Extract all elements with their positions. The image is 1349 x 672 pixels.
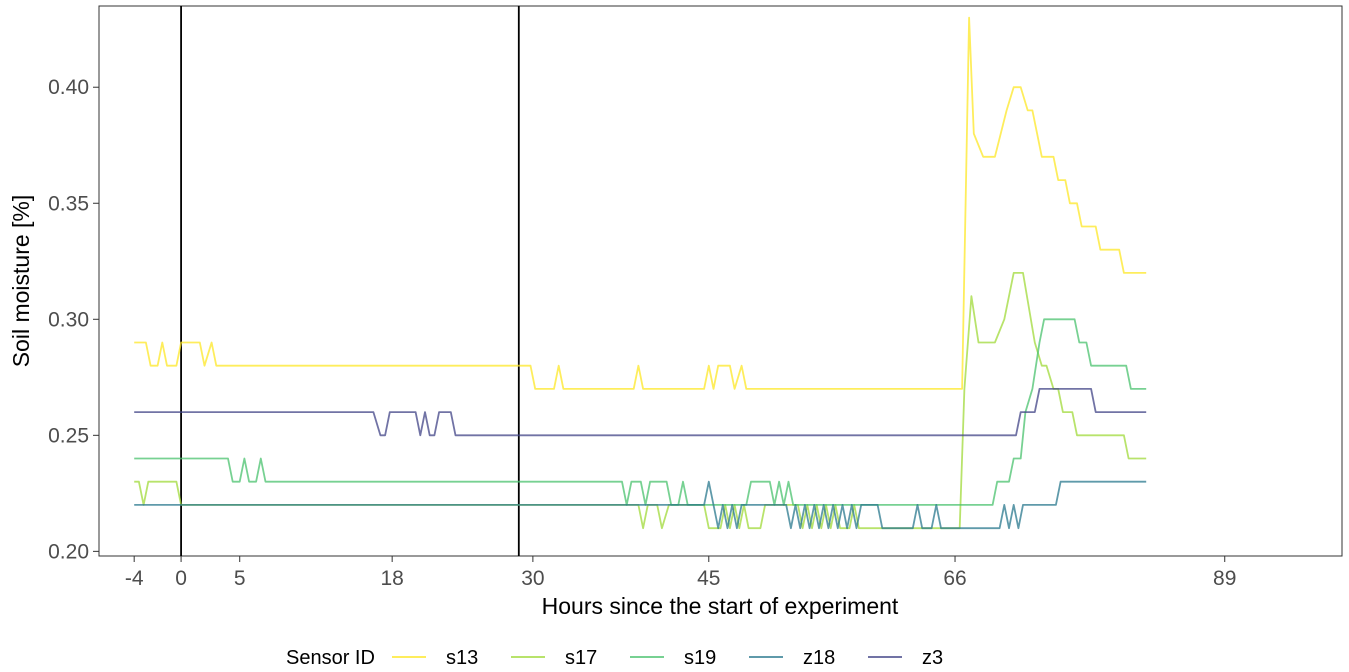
series-lines <box>134 16 1147 530</box>
y-tick-label: 0.25 <box>48 424 89 447</box>
y-axis: 0.20 0.25 0.30 0.35 0.40 <box>48 76 99 563</box>
x-tick-label: 30 <box>521 567 544 590</box>
panel-border <box>98 5 1343 557</box>
y-axis-title: Soil moisture [%] <box>8 195 34 368</box>
y-tick-label: 0.35 <box>48 192 89 215</box>
reference-lines <box>180 6 520 556</box>
x-tick-label: 66 <box>943 567 966 590</box>
x-tick-label: 45 <box>697 567 720 590</box>
x-axis: -4 0 5 18 30 45 66 89 <box>125 556 1236 590</box>
series-line-s17 <box>134 271 1147 530</box>
legend-label-s13: s13 <box>446 647 478 669</box>
legend-label-z18: z18 <box>803 647 835 669</box>
x-tick-label: 18 <box>380 567 403 590</box>
x-tick-label: -4 <box>125 567 144 590</box>
x-tick-label: 5 <box>234 567 246 590</box>
series-line-z18 <box>134 480 1147 530</box>
x-axis-title: Hours since the start of experiment <box>542 593 899 619</box>
series-line-s19 <box>134 318 1147 506</box>
x-tick-label: 0 <box>175 567 187 590</box>
legend-label-s19: s19 <box>684 647 716 669</box>
legend-title: Sensor ID <box>286 647 375 669</box>
legend-label-z3: z3 <box>922 647 943 669</box>
y-tick-label: 0.30 <box>48 308 89 331</box>
y-tick-label: 0.40 <box>48 76 89 99</box>
series-line-z3 <box>134 387 1147 437</box>
legend-label-s17: s17 <box>565 647 597 669</box>
y-tick-label: 0.20 <box>48 540 89 563</box>
legend: Sensor ID s13 s17 s19 z18 z3 <box>286 647 943 669</box>
x-tick-label: 89 <box>1213 567 1236 590</box>
series-line-s13 <box>134 16 1147 390</box>
